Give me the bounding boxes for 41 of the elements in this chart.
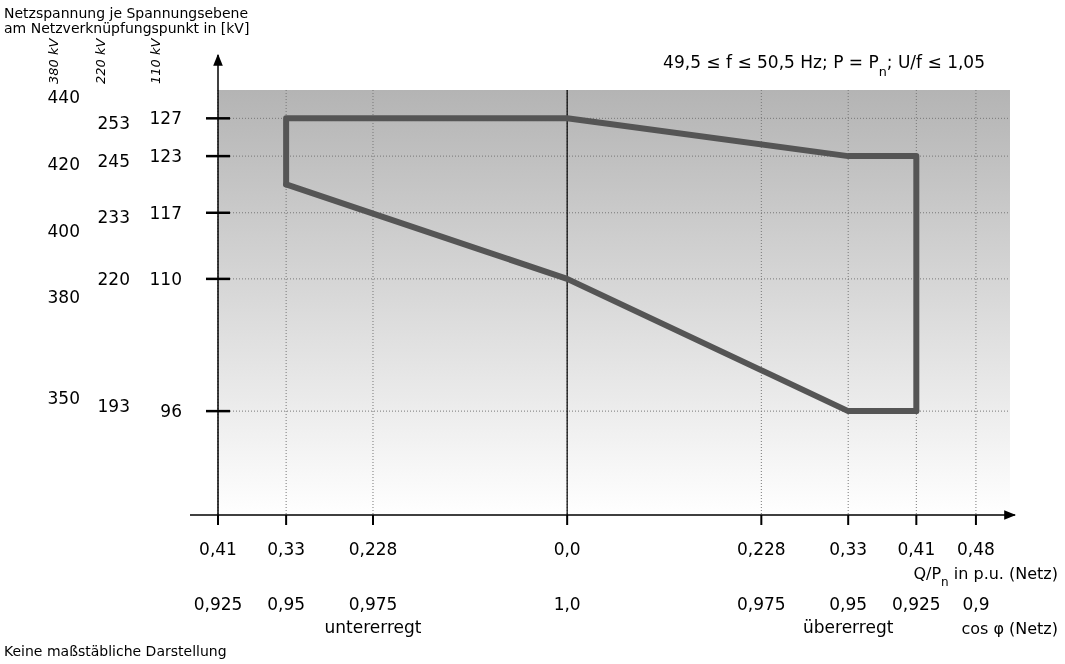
- y-axis-title: 110 kV: [148, 37, 163, 84]
- text: untererregt: [324, 617, 422, 637]
- text: 0,925: [193, 594, 243, 614]
- y-tick-label: 127: [149, 108, 182, 129]
- y3-tick-label: 350: [47, 387, 80, 408]
- y3-tick-label: 440: [47, 86, 80, 107]
- x-tick-label: 0,41: [897, 539, 936, 559]
- y2-tick-label: 245: [97, 150, 130, 171]
- x-tick-label: 0,228: [736, 539, 786, 559]
- y3-tick-label: 420: [47, 153, 80, 174]
- y3-tick-label: 380: [47, 287, 80, 308]
- x-axis-title: Q/P$_{n}$ in p.u. (Netz): [913, 564, 1058, 589]
- text: 0,95: [829, 594, 868, 614]
- y2-tick-label: 193: [97, 396, 130, 417]
- y3-axis-title: 380 kV: [46, 37, 61, 84]
- text: 1,0: [553, 594, 581, 614]
- x-tick-label: 0,33: [267, 539, 306, 559]
- text: 0,975: [348, 594, 398, 614]
- text: 0,95: [267, 594, 306, 614]
- y-tick-label: 123: [149, 146, 182, 167]
- y-tick-label: 110: [149, 268, 182, 289]
- x-tick-label: 0,0: [553, 539, 581, 559]
- x-tick-label: 0,33: [829, 539, 868, 559]
- text: 0,925: [891, 594, 941, 614]
- x-tick-label: 0,41: [199, 539, 237, 559]
- y2-axis-title: 220 kV: [93, 37, 108, 84]
- x-tick-label: 0,228: [348, 539, 398, 559]
- y2-tick-label: 253: [97, 113, 130, 134]
- y3-tick-label: 400: [47, 220, 80, 241]
- y-tick-label: 117: [149, 202, 182, 223]
- chart-subtitle: 49,5 ≤ f ≤ 50,5 Hz; P = P$_{n}$; U/f ≤ 1,05: [663, 52, 985, 79]
- y2-tick-label: 220: [97, 268, 130, 289]
- text: 0,975: [736, 594, 786, 614]
- text: übererregt: [803, 617, 894, 637]
- x-tick-label: 0,48: [957, 539, 995, 559]
- y-tick-label: 96: [160, 401, 182, 422]
- y2-tick-label: 233: [97, 207, 130, 228]
- text: cos φ (Netz): [961, 619, 1058, 638]
- text: Keine maßstäbliche Darstellung: [4, 643, 227, 659]
- chart-title: Netzspannung je Spannungsebene am Netzverknüpfungspunkt in [kV]: [4, 5, 250, 36]
- text: 0,9: [962, 594, 990, 614]
